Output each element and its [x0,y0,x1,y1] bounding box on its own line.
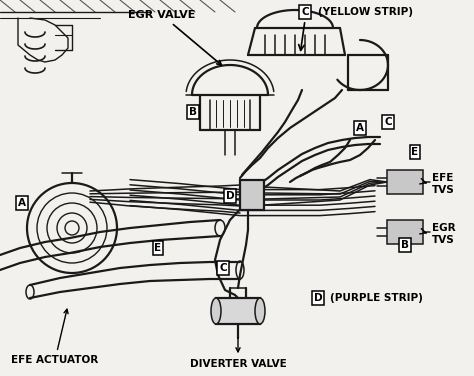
Text: EGR: EGR [432,223,456,233]
Bar [387,220,423,244]
Text: B: B [401,240,409,250]
Text: EFE ACTUATOR: EFE ACTUATOR [11,309,99,365]
Text: (PURPLE STRIP): (PURPLE STRIP) [330,293,423,303]
Text: D: D [314,293,322,303]
Bar [387,170,423,194]
Bar [216,298,260,324]
Text: E: E [155,243,162,253]
Text: E: E [411,147,419,157]
Text: B: B [189,107,197,117]
Text: D: D [226,191,234,201]
Text: C: C [301,7,309,17]
Text: A: A [18,198,26,208]
Text: A: A [356,123,364,133]
Ellipse shape [255,298,265,324]
Ellipse shape [211,298,221,324]
Text: EGR VALVE: EGR VALVE [128,10,221,65]
Text: C: C [384,117,392,127]
Text: TVS: TVS [432,185,455,195]
Text: TVS: TVS [432,235,455,245]
Text: DIVERTER VALVE: DIVERTER VALVE [190,338,286,369]
Bar [240,180,264,210]
Text: C: C [219,263,227,273]
Text: EFE: EFE [432,173,453,183]
Text: (YELLOW STRIP): (YELLOW STRIP) [318,7,413,17]
